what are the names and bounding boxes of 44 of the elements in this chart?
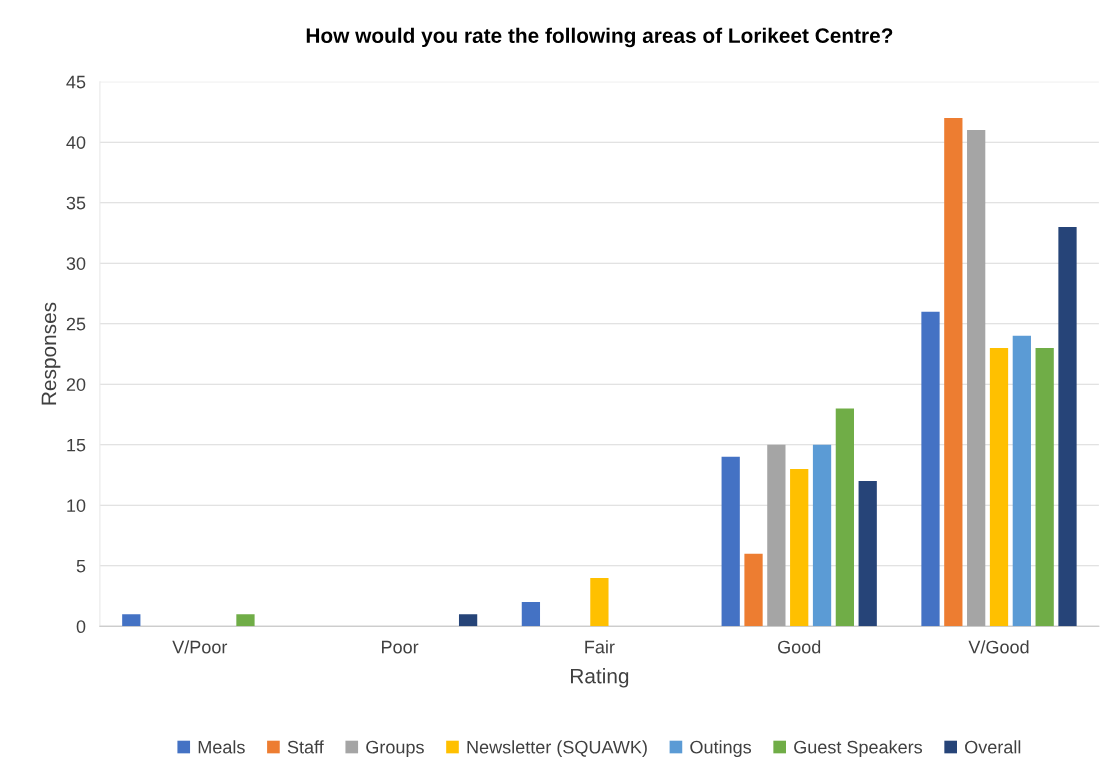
x-tick-label: V/Poor [172, 640, 228, 654]
y-axis-title: Responses [41, 302, 61, 405]
y-tick-label: 35 [66, 196, 86, 210]
x-tick-label: V/Good [968, 640, 1029, 654]
x-axis-title: Rating [571, 668, 629, 688]
bar [812, 444, 832, 627]
legend-label: Outings [690, 740, 752, 758]
y-tick-label: 15 [67, 438, 86, 452]
x-tick-label: Fair [585, 640, 615, 654]
bar [590, 577, 609, 627]
legend-label: Groups [366, 740, 424, 758]
bar [835, 408, 854, 627]
bar [1035, 347, 1054, 627]
bar [458, 614, 478, 627]
x-tick-label: Good [778, 640, 821, 654]
bar [122, 614, 141, 627]
legend-label: Newsletter (SQUAWK) [467, 740, 647, 758]
legend-label: Staff [287, 740, 324, 754]
bar [744, 553, 763, 627]
bar [790, 468, 809, 627]
chart-title: How would you rate the following areas of Lorikeet Centre? [306, 27, 893, 48]
bar [921, 311, 940, 627]
y-tick-label: 5 [76, 559, 86, 573]
bar [989, 347, 1009, 627]
y-tick-label: 40 [66, 136, 86, 149]
bar [1012, 335, 1031, 627]
y-tick-label: 10 [67, 499, 86, 512]
bar [967, 130, 986, 627]
bar [858, 481, 877, 627]
y-tick-label: 30 [66, 257, 86, 270]
y-tick-label: 0 [76, 620, 86, 634]
bar [767, 444, 786, 627]
legend-label: Meals [198, 740, 245, 754]
legend-label: Guest Speakers [794, 740, 923, 758]
legend-label: Overall [965, 740, 1021, 754]
bar [1058, 226, 1077, 627]
bar [944, 118, 963, 627]
y-tick-label: 25 [66, 317, 86, 331]
bar [236, 614, 255, 627]
bar [521, 602, 541, 627]
x-tick-label: Poor [382, 640, 419, 654]
y-tick-label: 20 [66, 378, 86, 391]
y-tick-label: 45 [66, 75, 86, 89]
bar [721, 456, 740, 627]
